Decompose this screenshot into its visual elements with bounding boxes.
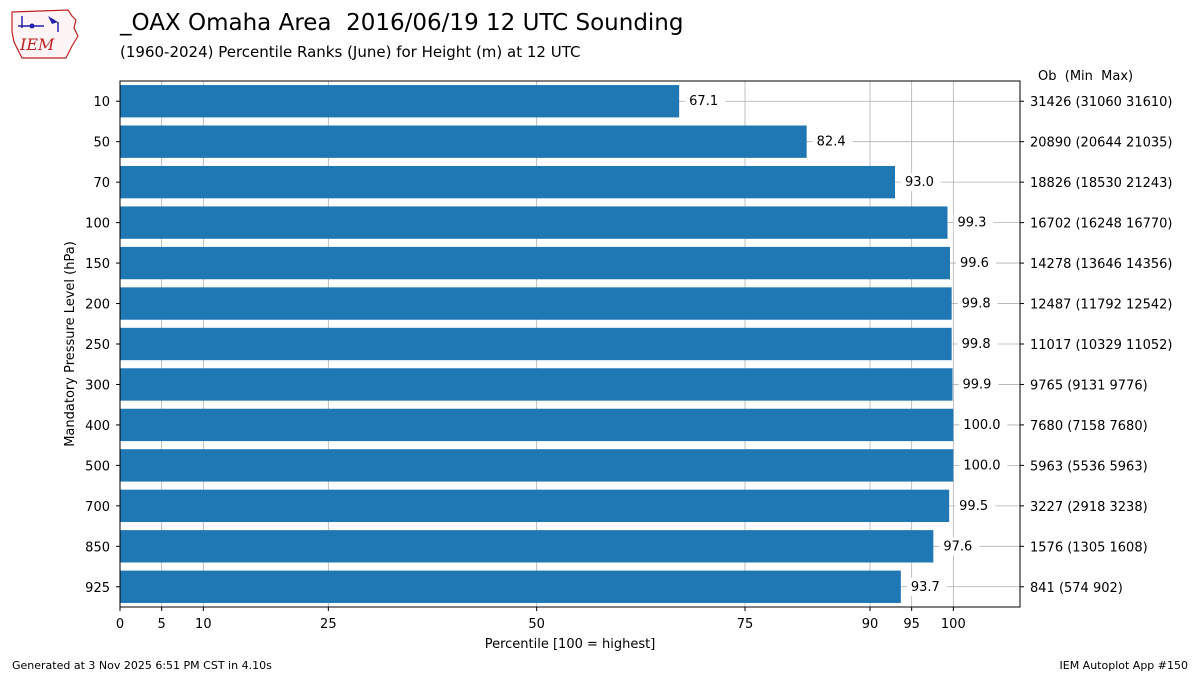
y-tick-label: 300: [85, 378, 110, 393]
y-tick-label: 50: [93, 136, 110, 151]
bar-value-label: 82.4: [817, 135, 846, 150]
x-tick-label: 25: [320, 617, 337, 632]
iem-logo: IEM: [11, 9, 79, 59]
bar-value-label-bg: [953, 213, 994, 232]
bar-value-label-bg: [958, 375, 999, 394]
bar: [120, 408, 954, 442]
bar: [120, 327, 952, 361]
bar-value-label: 99.8: [962, 337, 991, 352]
x-tick-label: 5: [158, 617, 166, 632]
bar-value-label-bg: [959, 456, 1008, 475]
bar: [120, 489, 950, 523]
bar-value-label: 67.1: [689, 94, 718, 109]
y-tick-label: 250: [85, 338, 110, 353]
bar: [120, 530, 934, 563]
bar-value-label-bg: [955, 496, 996, 515]
app-id: IEM Autoplot App #150: [1059, 659, 1189, 672]
bar-value-label-bg: [685, 92, 726, 111]
bar-value-label: 99.8: [962, 297, 991, 312]
right-ob-label: 20890 (20644 21035): [1030, 136, 1172, 151]
bar-value-label: 100.0: [963, 458, 1000, 473]
right-ob-label: 11017 (10329 11052): [1030, 338, 1172, 353]
right-ob-label: 3227 (2918 3238): [1030, 500, 1148, 515]
bar-value-label-bg: [957, 335, 998, 353]
right-ob-label: 14278 (13646 14356): [1030, 257, 1172, 272]
y-tick-label: 500: [85, 459, 110, 474]
bar-value-label: 99.5: [959, 499, 988, 514]
bar-value-label: 99.6: [960, 256, 989, 271]
x-tick-label: 100: [941, 617, 966, 632]
y-tick-label: 100: [85, 217, 110, 232]
bar: [120, 368, 953, 401]
y-tick-label: 400: [85, 419, 110, 434]
bar: [120, 165, 895, 199]
right-ob-label: 9765 (9131 9776): [1030, 378, 1148, 393]
right-ob-label: 841 (574 902): [1030, 581, 1123, 596]
right-ob-label: 5963 (5536 5963): [1030, 459, 1148, 474]
bar-value-label-bg: [901, 173, 941, 192]
right-ob-label: 31426 (31060 31610): [1030, 95, 1172, 110]
bar-value-label-bg: [959, 415, 1008, 434]
y-tick-label: 700: [85, 500, 110, 515]
x-tick-label: 90: [862, 617, 879, 632]
bar-value-label: 99.9: [963, 377, 992, 392]
generated-timestamp: Generated at 3 Nov 2025 6:51 PM CST in 4…: [12, 659, 272, 672]
chart-title: _OAX Omaha Area 2016/06/19 12 UTC Soundi…: [120, 10, 684, 36]
bar: [120, 206, 948, 239]
svg-text:IEM: IEM: [19, 35, 55, 54]
y-tick-label: 10: [93, 95, 110, 110]
bar: [120, 246, 950, 280]
x-axis-title: Percentile [100 = highest]: [485, 637, 656, 652]
bar-value-label-bg: [812, 132, 853, 151]
bar: [120, 570, 901, 603]
chart-subtitle: (1960-2024) Percentile Ranks (June) for …: [120, 43, 581, 61]
y-tick-label: 70: [93, 176, 110, 191]
right-ob-label: 7680 (7158 7680): [1030, 419, 1148, 434]
x-tick-label: 0: [116, 617, 124, 632]
bar: [120, 449, 954, 482]
y-axis-title: Mandatory Pressure Level (hPa): [63, 241, 78, 447]
x-tick-label: 50: [528, 617, 545, 632]
bar: [120, 287, 952, 320]
x-tick-label: 75: [737, 617, 754, 632]
right-ob-label: 1576 (1305 1608): [1030, 540, 1148, 555]
bar-value-label: 93.0: [905, 175, 934, 190]
y-tick-label: 150: [85, 257, 110, 272]
bar: [120, 85, 680, 118]
right-ob-label: 16702 (16248 16770): [1030, 217, 1172, 232]
x-tick-label: 10: [195, 617, 212, 632]
right-header: Ob (Min Max): [1038, 69, 1133, 84]
bar-value-label-bg: [957, 294, 998, 313]
y-tick-label: 850: [85, 540, 110, 555]
bar-value-label: 100.0: [963, 418, 1000, 433]
right-ob-label: 12487 (11792 12542): [1030, 298, 1172, 313]
bar-value-label-bg: [906, 577, 947, 596]
y-tick-label: 925: [85, 581, 110, 596]
bar-value-label-bg: [939, 537, 980, 556]
bar-value-label: 93.7: [911, 580, 940, 595]
bar-value-label: 99.3: [958, 216, 987, 231]
bar: [120, 125, 807, 158]
x-tick-label: 95: [903, 617, 920, 632]
right-ob-label: 18826 (18530 21243): [1030, 176, 1172, 191]
bar-value-label: 97.6: [943, 539, 972, 554]
bar-value-label-bg: [956, 254, 996, 273]
y-tick-label: 200: [85, 298, 110, 313]
